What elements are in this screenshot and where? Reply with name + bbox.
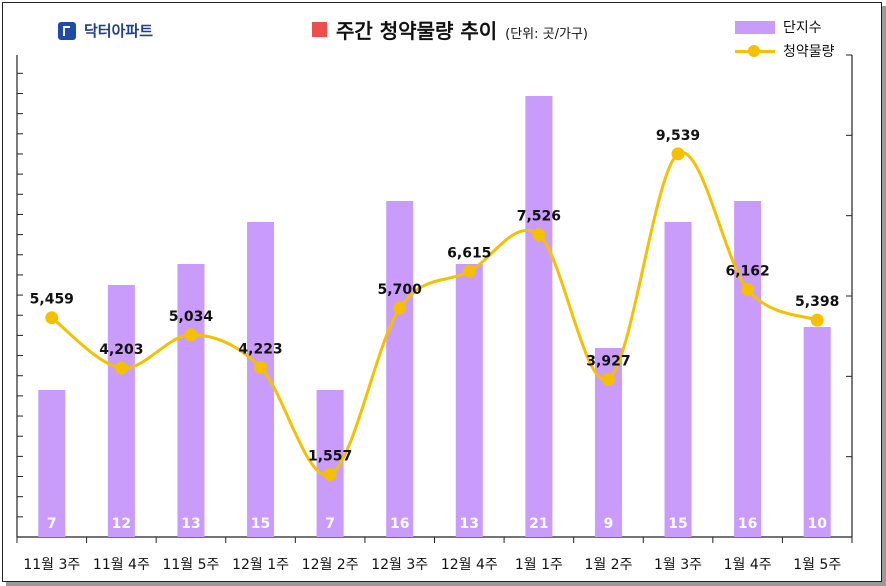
- legend-bar-label: 단지수: [783, 20, 822, 36]
- line-label-11: 6,162: [725, 263, 769, 279]
- line-point-4: [254, 360, 268, 374]
- line-label-1: 5,459: [30, 292, 74, 308]
- category-label-6: 12월 3주: [371, 557, 428, 573]
- line-point-8: [532, 228, 546, 242]
- title-marker-icon: [312, 22, 327, 37]
- line-label-10: 9,539: [656, 128, 700, 144]
- title-unit: (단위: 곳/가구): [505, 27, 588, 42]
- bar-label-8: 21: [529, 516, 548, 532]
- legend-line-label: 청약물량: [783, 44, 835, 60]
- bar-3: [177, 264, 205, 537]
- series-line: [50, 151, 818, 477]
- legend-line-swatch: [735, 44, 775, 58]
- line-label-9: 3,927: [586, 353, 630, 369]
- doctor-apt-logo-icon: [58, 21, 76, 40]
- brand: 닥터아파트: [58, 20, 153, 41]
- line-point-2: [114, 361, 128, 375]
- bar-12: [803, 327, 831, 537]
- bar-label-12: 10: [807, 516, 827, 532]
- bar-label-10: 15: [668, 516, 687, 532]
- line-label-8: 7,526: [517, 209, 561, 225]
- line-label-6: 5,700: [378, 282, 423, 298]
- line-label-4: 4,223: [238, 341, 282, 357]
- category-label-8: 1월 1주: [515, 557, 563, 573]
- legend-item-bars: 단지수: [735, 15, 835, 39]
- line-point-6: [393, 301, 407, 315]
- bar-label-9: 9: [604, 516, 614, 532]
- bar-label-11: 16: [738, 516, 757, 532]
- bar-2: [107, 285, 135, 537]
- category-label-3: 11월 5주: [162, 557, 219, 573]
- category-label-2: 11월 4주: [93, 557, 150, 573]
- category-label-11: 1월 4주: [724, 557, 772, 573]
- category-label-4: 12월 1주: [232, 557, 289, 573]
- bar-label-3: 13: [181, 516, 200, 532]
- line-label-2: 4,203: [99, 342, 143, 358]
- category-label-9: 1월 2주: [584, 557, 632, 573]
- line-point-12: [810, 313, 824, 327]
- category-label-1: 11월 3주: [23, 557, 80, 573]
- bar-10: [664, 222, 692, 537]
- title-text: 주간 청약물량 추이: [336, 19, 498, 43]
- line-point-7: [462, 264, 476, 278]
- line-point-11: [741, 282, 755, 296]
- bar-1: [38, 390, 66, 537]
- line-label-12: 5,398: [795, 294, 839, 310]
- bar-label-5: 7: [325, 516, 335, 532]
- legend-bar-swatch: [735, 20, 775, 34]
- category-label-7: 12월 4주: [441, 557, 498, 573]
- line-point-9: [601, 372, 615, 386]
- bar-6: [386, 201, 414, 537]
- bar-11: [734, 201, 762, 537]
- bar-label-7: 13: [460, 516, 479, 532]
- legend-item-line: 청약물량: [735, 39, 835, 63]
- category-label-5: 12월 2주: [302, 557, 359, 573]
- chart-title: 주간 청약물량 추이 (단위: 곳/가구): [312, 15, 588, 44]
- bar-label-4: 15: [251, 516, 270, 532]
- line-point-1: [45, 311, 59, 325]
- line-label-7: 6,615: [447, 245, 491, 261]
- brand-name: 닥터아파트: [84, 22, 154, 40]
- category-label-12: 1월 5주: [793, 557, 841, 573]
- bar-7: [455, 264, 483, 537]
- line-label-3: 5,034: [169, 309, 214, 325]
- bar-label-1: 7: [47, 516, 57, 532]
- bar-label-6: 16: [390, 516, 409, 532]
- category-label-10: 1월 3주: [654, 557, 702, 573]
- line-point-10: [671, 147, 685, 161]
- line-point-5: [323, 467, 337, 481]
- bar-label-2: 12: [112, 516, 131, 532]
- bar-8: [525, 96, 553, 537]
- legend: 단지수 청약물량: [735, 15, 835, 63]
- line-point-3: [184, 328, 198, 342]
- line-label-5: 1,557: [308, 448, 352, 464]
